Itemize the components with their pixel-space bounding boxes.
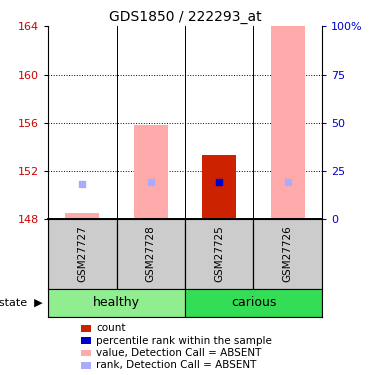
Text: disease state  ▶: disease state ▶	[0, 298, 43, 308]
Text: GSM27728: GSM27728	[146, 226, 156, 282]
Bar	[134, 125, 168, 219]
Text: value, Detection Call = ABSENT: value, Detection Call = ABSENT	[96, 348, 262, 358]
Text: rank, Detection Call = ABSENT: rank, Detection Call = ABSENT	[96, 360, 256, 370]
Text: percentile rank within the sample: percentile rank within the sample	[96, 336, 272, 345]
Text: GSM27727: GSM27727	[77, 226, 87, 282]
Text: healthy: healthy	[93, 296, 140, 309]
Bar	[48, 289, 185, 317]
Title: GDS1850 / 222293_at: GDS1850 / 222293_at	[109, 10, 261, 24]
Bar	[185, 219, 253, 289]
Bar	[48, 219, 117, 289]
Bar	[202, 155, 236, 219]
Point	[148, 179, 154, 185]
Text: GSM27725: GSM27725	[214, 226, 224, 282]
Text: count: count	[96, 323, 126, 333]
Bar	[185, 289, 322, 317]
Bar	[65, 213, 100, 219]
Text: GSM27726: GSM27726	[283, 226, 293, 282]
Bar	[270, 26, 305, 219]
Bar	[253, 219, 322, 289]
Point	[216, 179, 222, 185]
Text: carious: carious	[231, 296, 276, 309]
Point	[79, 182, 85, 188]
Bar	[117, 219, 185, 289]
Point	[285, 179, 291, 185]
